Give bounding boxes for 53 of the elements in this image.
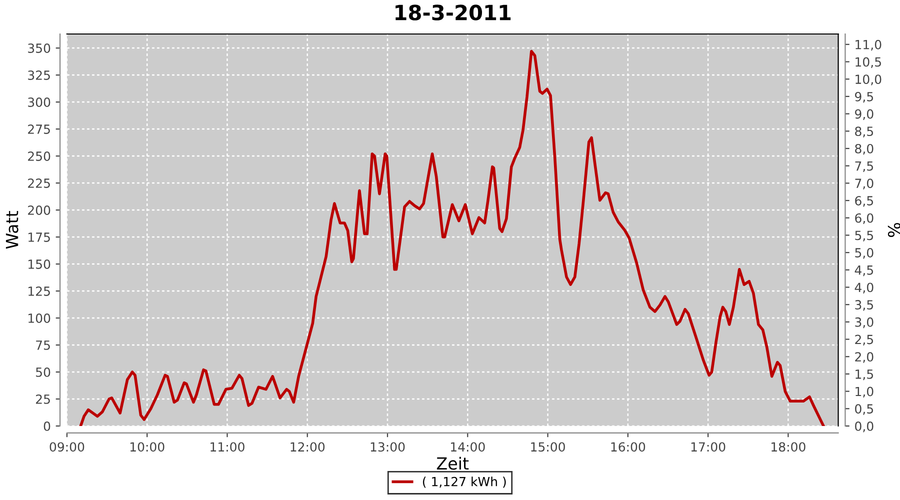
y-axis-title: Watt (6, 211, 18, 249)
y2-tick-label: 5,5 (855, 230, 874, 242)
y2-tick-label: 7,5 (855, 161, 874, 172)
y-tick-label: 175 (28, 232, 50, 242)
y2-tick-label: 9,5 (855, 92, 874, 103)
x-tick-label: 12:00 (290, 442, 325, 452)
x-axis-title: Zeit (436, 456, 469, 470)
y2-tick-label: 0,5 (855, 404, 874, 415)
y-tick-label: 350 (28, 44, 50, 53)
x-tick-label: 18:00 (772, 442, 806, 452)
y-tick-label: 50 (36, 367, 50, 377)
x-tick-label: 10:00 (130, 442, 164, 452)
y2-tick-label: 3,0 (855, 317, 874, 328)
y-tick-label: 0 (44, 421, 50, 431)
y2-tick-label: 2,5 (855, 334, 874, 346)
x-tick-label: 17:00 (691, 442, 726, 452)
y-tick-label: 250 (28, 152, 50, 161)
x-tick-label: 15:00 (531, 442, 565, 452)
y2-tick-label: 10,0 (856, 74, 882, 86)
y2-tick-label: 5,0 (855, 248, 874, 259)
y-tick-label: 325 (28, 70, 50, 80)
line-series (79, 50, 825, 426)
y2-tick-label: 1,0 (856, 386, 874, 398)
y-tick-label: 300 (28, 98, 50, 107)
y-tick-label: 225 (28, 178, 50, 188)
y-tick-label: 75 (36, 340, 50, 350)
y2-tick-label: 8,5 (855, 126, 874, 138)
chart-title: 18-3-2011 (396, 4, 511, 20)
y-tick-label: 200 (28, 205, 50, 215)
y-tick-label: 100 (28, 313, 50, 323)
y2-tick-label: 0,0 (855, 421, 874, 432)
x-tick-label: 13:00 (370, 442, 405, 452)
y-tick-label: 150 (28, 259, 50, 269)
y2-tick-label: 2,0 (855, 352, 874, 363)
legend-label: ( 1,127 kWh ) (422, 476, 506, 488)
y2-tick-label: 4,0 (854, 282, 874, 294)
x-tick-label: 16:00 (611, 442, 646, 452)
y-tick-label: 125 (28, 286, 50, 296)
y-tick-label: 275 (28, 124, 50, 134)
x-tick-label: 09:00 (50, 442, 84, 452)
y2-tick-label: 3,5 (855, 300, 874, 311)
y2-tick-label: 6,5 (855, 196, 874, 207)
y-tick-label: 25 (36, 394, 50, 404)
x-tick-label: 14:00 (450, 442, 485, 452)
y2-tick-label: 4,5 (854, 266, 874, 276)
y2-tick-label: 7,0 (855, 178, 874, 190)
y2-tick-label: 8,0 (855, 144, 874, 155)
y2-tick-label: 11,0 (856, 40, 882, 51)
x-tick-label: 11:00 (210, 442, 244, 452)
y2-tick-label: 10,5 (856, 57, 881, 68)
y2-tick-label: 9,0 (855, 109, 874, 120)
y2-tick-label: 1,5 (856, 370, 874, 380)
y2-tick-label: 6,0 (855, 213, 874, 224)
